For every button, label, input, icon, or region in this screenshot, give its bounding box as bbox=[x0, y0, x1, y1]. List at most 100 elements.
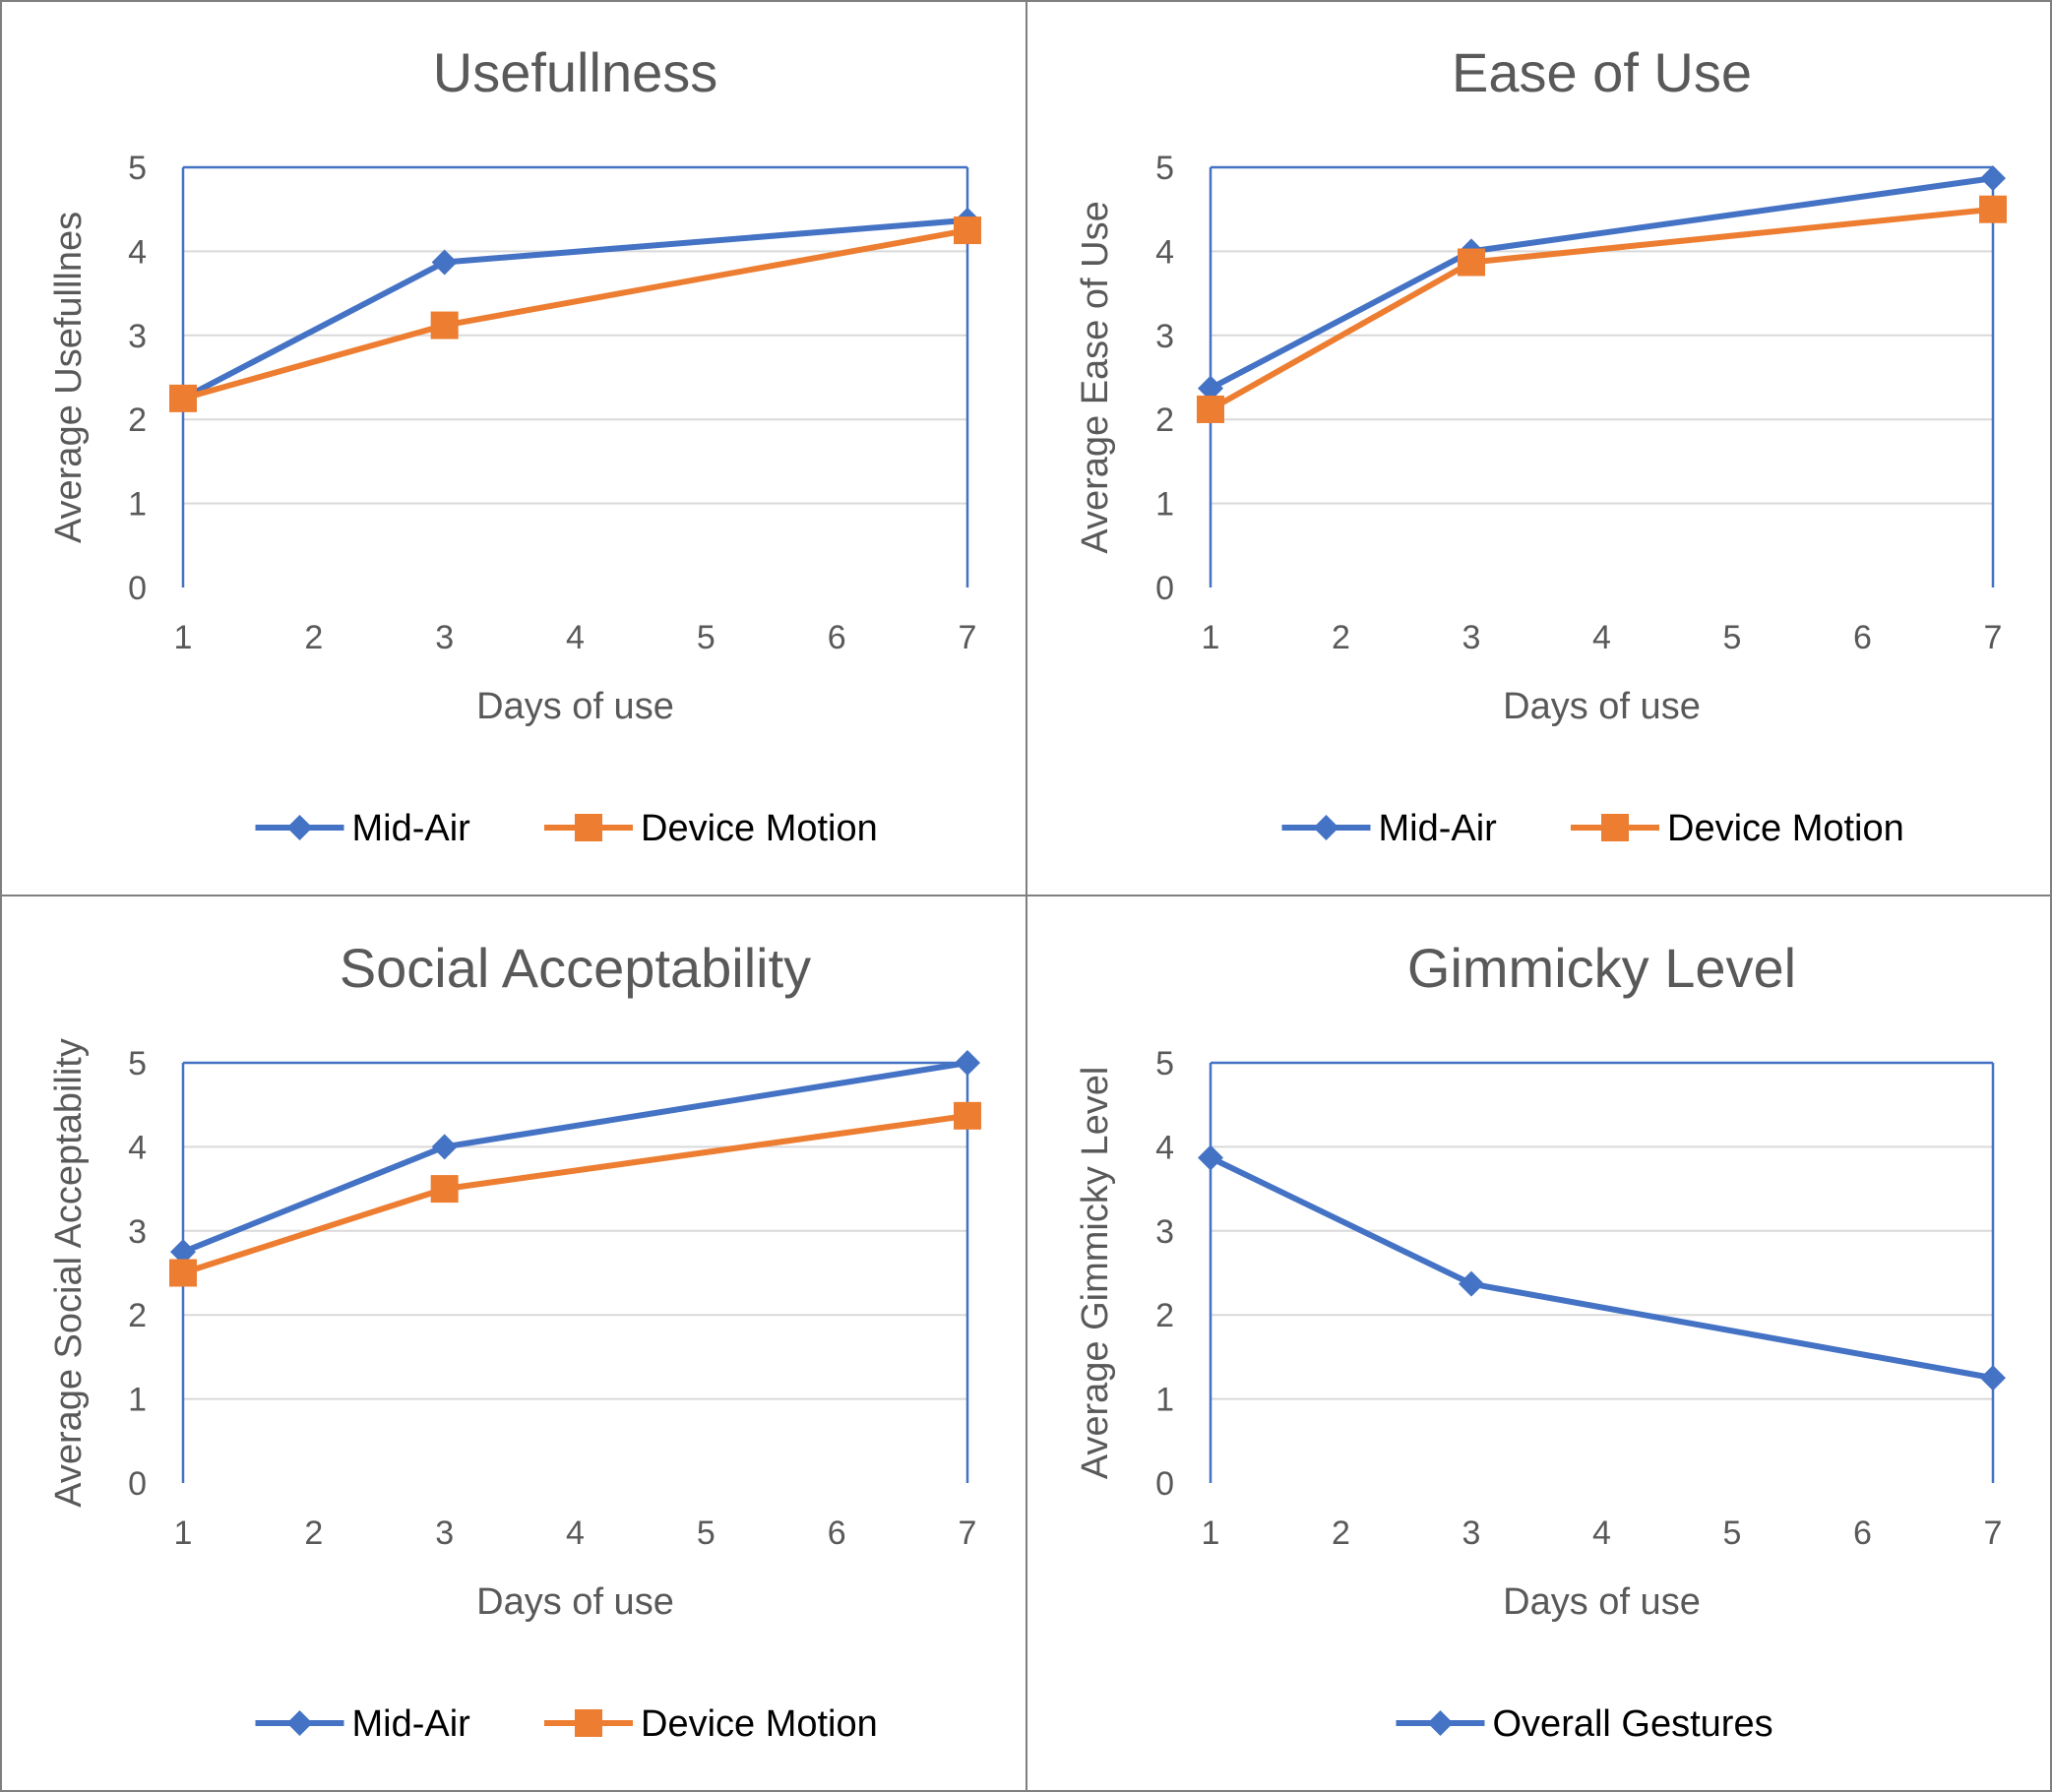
data-point bbox=[169, 1259, 197, 1287]
data-point bbox=[430, 311, 459, 340]
y-tick-label: 2 bbox=[128, 402, 147, 439]
legend-item: Mid-Air bbox=[255, 808, 471, 849]
chart-title: Gimmicky Level bbox=[1407, 937, 1796, 999]
data-point bbox=[1458, 248, 1485, 277]
data-point bbox=[1980, 1365, 2006, 1391]
series-mid-air bbox=[170, 207, 980, 411]
x-tick-label: 3 bbox=[1462, 619, 1481, 656]
data-point bbox=[954, 216, 981, 245]
data-point bbox=[430, 1175, 459, 1204]
y-tick-label: 1 bbox=[128, 486, 147, 524]
series-device-motion bbox=[1197, 195, 2007, 423]
x-axis-title: Days of use bbox=[476, 686, 674, 727]
x-tick-label: 6 bbox=[1853, 1514, 1872, 1552]
data-point bbox=[169, 384, 197, 412]
x-tick-label: 5 bbox=[1723, 1514, 1742, 1552]
x-tick-label: 3 bbox=[435, 619, 454, 656]
series-mid-air bbox=[1198, 165, 2006, 402]
y-tick-label: 5 bbox=[128, 1045, 147, 1082]
y-tick-label: 0 bbox=[128, 1465, 147, 1503]
data-point bbox=[1197, 395, 1224, 423]
x-tick-label: 2 bbox=[304, 1514, 323, 1552]
series-device-motion bbox=[169, 216, 981, 412]
legend-marker bbox=[1601, 814, 1629, 841]
y-axis-title: Average Gimmicky Level bbox=[1075, 1067, 1116, 1480]
x-tick-label: 2 bbox=[1332, 619, 1350, 656]
legend-label: Device Motion bbox=[1667, 808, 1904, 849]
y-tick-label: 5 bbox=[1155, 1045, 1174, 1082]
x-tick-label: 4 bbox=[566, 1514, 585, 1552]
x-tick-label: 1 bbox=[174, 1514, 193, 1552]
legend: Overall Gestures bbox=[1396, 1703, 1773, 1745]
x-tick-label: 1 bbox=[174, 619, 193, 656]
series-line bbox=[182, 1112, 968, 1276]
y-tick-label: 2 bbox=[128, 1297, 147, 1334]
y-tick-label: 1 bbox=[1155, 1382, 1174, 1419]
y-tick-label: 2 bbox=[1155, 402, 1174, 439]
chart-title: Social Acceptability bbox=[340, 937, 811, 999]
legend-marker bbox=[1313, 815, 1339, 840]
panel-border-bottom-right bbox=[1026, 895, 2052, 1792]
y-tick-label: 4 bbox=[128, 1129, 147, 1166]
series-line bbox=[1209, 175, 1994, 392]
series-line bbox=[181, 216, 968, 402]
y-tick-label: 0 bbox=[1155, 570, 1174, 607]
data-point bbox=[170, 1239, 196, 1266]
legend: Mid-Air Device Motion bbox=[255, 1703, 878, 1745]
legend-label: Device Motion bbox=[641, 808, 878, 849]
series-line bbox=[181, 1060, 968, 1255]
legend-item: Overall Gestures bbox=[1396, 1703, 1773, 1745]
legend-item: Device Motion bbox=[1571, 808, 1904, 849]
y-tick-label: 5 bbox=[128, 150, 147, 187]
legend-item: Device Motion bbox=[544, 1703, 878, 1745]
x-tick-label: 7 bbox=[1984, 1514, 2003, 1552]
legend-label: Mid-Air bbox=[352, 1703, 471, 1745]
data-point bbox=[1979, 195, 2007, 223]
series-line bbox=[182, 227, 968, 402]
y-tick-label: 4 bbox=[128, 233, 147, 271]
series-device-motion bbox=[169, 1101, 981, 1287]
x-tick-label: 5 bbox=[1723, 619, 1742, 656]
legend-label: Device Motion bbox=[641, 1703, 878, 1745]
series-line bbox=[1209, 206, 1994, 412]
y-tick-label: 4 bbox=[1155, 1129, 1174, 1166]
legend: Mid-Air Device Motion bbox=[1281, 808, 1904, 849]
y-tick-label: 2 bbox=[1155, 1297, 1174, 1334]
x-tick-label: 6 bbox=[828, 1514, 846, 1552]
y-axis-title: Average Ease of Use bbox=[1075, 201, 1116, 553]
y-axis-title: Average Usefulllnes bbox=[48, 212, 90, 543]
legend-marker bbox=[286, 1710, 313, 1736]
series-line bbox=[1209, 1154, 1994, 1382]
legend-marker bbox=[575, 814, 602, 841]
y-tick-label: 1 bbox=[128, 1382, 147, 1419]
series-mid-air bbox=[170, 1050, 980, 1266]
panel-border-top-left bbox=[0, 0, 1027, 896]
x-tick-label: 1 bbox=[1202, 1514, 1220, 1552]
x-tick-label: 5 bbox=[697, 619, 715, 656]
x-tick-label: 2 bbox=[1332, 1514, 1350, 1552]
x-tick-label: 2 bbox=[304, 619, 323, 656]
y-tick-label: 3 bbox=[128, 318, 147, 355]
chart-title: Ease of Use bbox=[1452, 41, 1752, 103]
legend-label: Mid-Air bbox=[352, 808, 471, 849]
data-point bbox=[1198, 375, 1223, 402]
legend-label: Mid-Air bbox=[1379, 808, 1498, 849]
data-point bbox=[431, 1134, 458, 1160]
y-tick-label: 3 bbox=[128, 1213, 147, 1251]
legend-marker bbox=[1427, 1710, 1454, 1736]
legend-label: Overall Gestures bbox=[1493, 1703, 1773, 1745]
y-tick-label: 0 bbox=[1155, 1465, 1174, 1503]
data-point bbox=[1459, 1270, 1484, 1297]
data-point bbox=[1198, 1144, 1223, 1171]
x-tick-label: 1 bbox=[1202, 619, 1220, 656]
x-axis-title: Days of use bbox=[1503, 686, 1701, 727]
legend-item: Mid-Air bbox=[1281, 808, 1498, 849]
chart-title: Usefullness bbox=[433, 41, 717, 103]
x-tick-label: 7 bbox=[959, 619, 977, 656]
y-tick-label: 1 bbox=[1155, 486, 1174, 524]
